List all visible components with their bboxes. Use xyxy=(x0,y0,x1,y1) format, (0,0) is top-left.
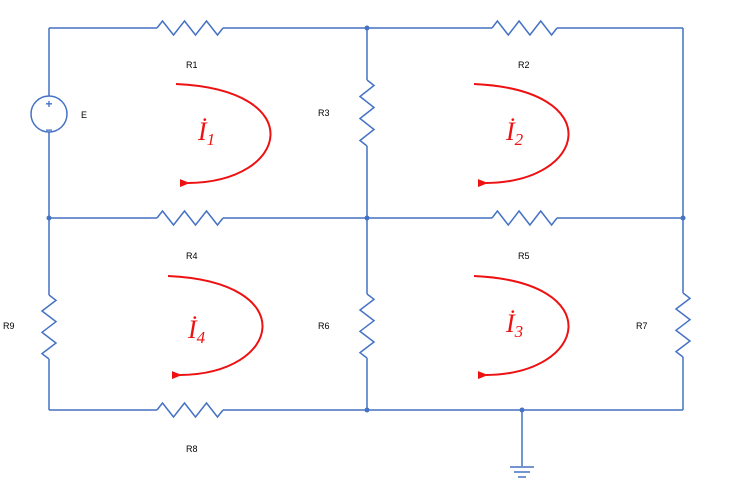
loop-arrow-4 xyxy=(167,275,264,380)
loop-current-1-subscript: 1 xyxy=(207,130,216,149)
resistors xyxy=(40,19,692,419)
resistor-r2 xyxy=(491,19,558,37)
resistor-label-r6: R6 xyxy=(318,321,330,331)
resistor-label-r5: R5 xyxy=(518,251,530,261)
resistor-label-r2: R2 xyxy=(518,60,530,70)
loop-current-3-subscript: 3 xyxy=(514,322,524,341)
resistor-r1 xyxy=(156,19,224,37)
junction-dot xyxy=(680,215,686,221)
loop-current-4-subscript: 4 xyxy=(197,328,206,347)
ground-symbol xyxy=(510,466,534,478)
junction-dot xyxy=(519,407,525,413)
resistor-label-r3: R3 xyxy=(318,108,330,118)
junction-dot xyxy=(364,215,370,221)
loop-current-2: İ2 xyxy=(505,117,524,149)
resistor-r3 xyxy=(358,79,376,147)
loop-labels: İ1 İ2 İ3 İ4 xyxy=(187,117,524,347)
junction-dot xyxy=(46,215,52,221)
junctions xyxy=(46,25,686,413)
resistor-labels: R1 R2 R3 R4 R5 R6 R7 R8 R9 xyxy=(3,60,648,454)
loop-current-3-symbol: İ xyxy=(505,309,516,338)
resistor-r8 xyxy=(156,401,224,419)
wires xyxy=(48,27,684,466)
voltage-source-circle xyxy=(30,95,68,133)
source-plus-sign: + xyxy=(45,97,52,111)
loop-current-2-subscript: 2 xyxy=(515,130,524,149)
resistor-label-r9: R9 xyxy=(3,321,15,331)
source-label: E xyxy=(81,110,87,120)
loop-current-4-symbol: İ xyxy=(187,315,198,344)
resistor-label-r1: R1 xyxy=(186,60,198,70)
loop-current-3: İ3 xyxy=(505,309,523,341)
resistor-r5 xyxy=(491,209,558,227)
loop-arrows xyxy=(167,83,570,380)
resistor-label-r7: R7 xyxy=(636,321,648,331)
junction-dot xyxy=(364,407,370,413)
loop-arrow-2 xyxy=(473,83,570,188)
junction-dot xyxy=(364,25,370,31)
resistor-label-r8: R8 xyxy=(186,444,198,454)
resistor-label-r4: R4 xyxy=(186,251,198,261)
loop-current-1: İ1 xyxy=(197,117,215,149)
source-minus-sign: − xyxy=(45,123,52,137)
resistor-r4 xyxy=(156,209,224,227)
resistor-r7 xyxy=(674,292,692,358)
loop-arrow-1 xyxy=(175,83,272,188)
loop-current-4: İ4 xyxy=(187,315,206,347)
resistor-r6 xyxy=(358,293,376,359)
loop-current-1-symbol: İ xyxy=(197,117,208,146)
loop-current-2-symbol: İ xyxy=(505,117,516,146)
loop-arrow-3 xyxy=(473,275,570,380)
resistor-r9 xyxy=(40,294,58,360)
voltage-source: + − E xyxy=(30,95,87,137)
